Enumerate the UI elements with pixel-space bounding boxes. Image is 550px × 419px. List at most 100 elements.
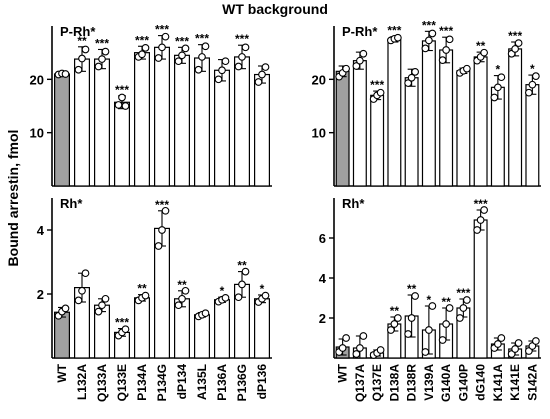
data-point (121, 102, 130, 110)
significance-label: ** (137, 282, 147, 296)
significance-label: *** (387, 24, 401, 38)
data-point (241, 267, 250, 276)
data-point (463, 296, 471, 304)
data-point (356, 56, 364, 65)
bar-Q133A (93, 58, 110, 187)
x-tick-label: dP136 (255, 364, 269, 400)
data-point (121, 325, 130, 334)
data-point (394, 33, 402, 42)
data-point (154, 54, 163, 62)
significance-label: *** (155, 23, 169, 37)
significance-label: * (496, 63, 501, 77)
y-tick-label: 4 (37, 223, 45, 238)
data-point (238, 280, 246, 289)
bar-V139A (421, 40, 436, 187)
data-point (463, 64, 471, 73)
data-point (407, 73, 416, 82)
x-tick-label: dG140 (474, 364, 488, 401)
data-point (141, 291, 150, 300)
data-point (390, 320, 399, 328)
data-point (94, 62, 103, 71)
data-point (241, 43, 250, 52)
bar-P136G (234, 56, 251, 187)
data-point (511, 45, 519, 53)
x-tick-label: L132A (75, 364, 89, 400)
data-point (338, 344, 347, 352)
data-point (201, 309, 210, 318)
data-point (174, 57, 183, 66)
significance-label: *** (115, 316, 129, 330)
data-point (218, 66, 226, 75)
data-point (497, 334, 506, 342)
data-point (342, 64, 350, 73)
data-point (141, 44, 150, 52)
data-point (352, 350, 361, 358)
data-point (221, 293, 230, 302)
data-point (404, 330, 412, 338)
y-tick-label: 10 (30, 126, 44, 141)
data-point (425, 36, 433, 45)
data-point (198, 53, 206, 61)
bar-L132A (73, 58, 90, 187)
significance-label: ** (237, 259, 247, 273)
data-point (254, 78, 263, 86)
data-point (178, 51, 186, 60)
data-point (98, 301, 106, 310)
data-point (421, 348, 430, 356)
data-point (425, 326, 433, 334)
data-point (238, 53, 246, 61)
bar-P136A (214, 299, 231, 359)
data-point (118, 93, 126, 102)
significance-label: *** (155, 198, 169, 212)
bar-Q133E (113, 101, 130, 187)
panel-bottom-right: 2 4 6 Rh* WT Q137A Q137E ** D138A ** D138R * V139A **… (319, 196, 541, 402)
x-tick-label: P134A (135, 364, 149, 401)
bar-S142A (525, 84, 540, 187)
significance-label: *** (422, 18, 436, 32)
data-point (201, 42, 210, 51)
x-tick-label: G140A (439, 364, 453, 402)
bar-dG140 (473, 219, 488, 359)
y-tick-label: 10 (312, 126, 326, 141)
data-point (161, 206, 170, 215)
data-point (438, 336, 447, 344)
data-point (511, 345, 519, 353)
data-point (261, 291, 270, 300)
significance-label: *** (456, 286, 470, 300)
data-point (74, 65, 83, 74)
x-tick-label: G140P (456, 364, 470, 401)
data-point (234, 293, 243, 302)
data-point (74, 296, 83, 305)
data-point (532, 337, 540, 345)
significance-label: *** (175, 34, 189, 48)
x-tick-label: A135L (195, 364, 209, 400)
x-tick-label: Q137A (353, 364, 367, 402)
significance-label: *** (95, 36, 109, 50)
data-point (181, 44, 190, 53)
y-tick-label: 6 (319, 231, 326, 246)
data-point (514, 39, 523, 47)
bar-WT (335, 70, 350, 187)
bar-P136A (214, 69, 231, 187)
data-point (356, 344, 364, 352)
data-point (442, 46, 450, 54)
significance-label: ** (407, 282, 417, 296)
data-point (81, 269, 90, 278)
bar-WT (53, 73, 70, 187)
bar-D138A (387, 38, 402, 187)
data-point (394, 314, 402, 322)
x-tick-label: dP134 (175, 364, 189, 400)
data-point (261, 63, 270, 71)
data-point (234, 62, 243, 71)
x-tick-label: K141E (508, 364, 522, 401)
significance-label: *** (370, 78, 384, 92)
data-point (359, 332, 368, 340)
x-tick-label: Q137E (370, 364, 384, 401)
bar-P134A (134, 297, 151, 359)
significance-label: *** (115, 83, 129, 97)
data-point (158, 226, 166, 234)
bar-D138R (404, 77, 419, 187)
bar-P134G (154, 46, 171, 187)
